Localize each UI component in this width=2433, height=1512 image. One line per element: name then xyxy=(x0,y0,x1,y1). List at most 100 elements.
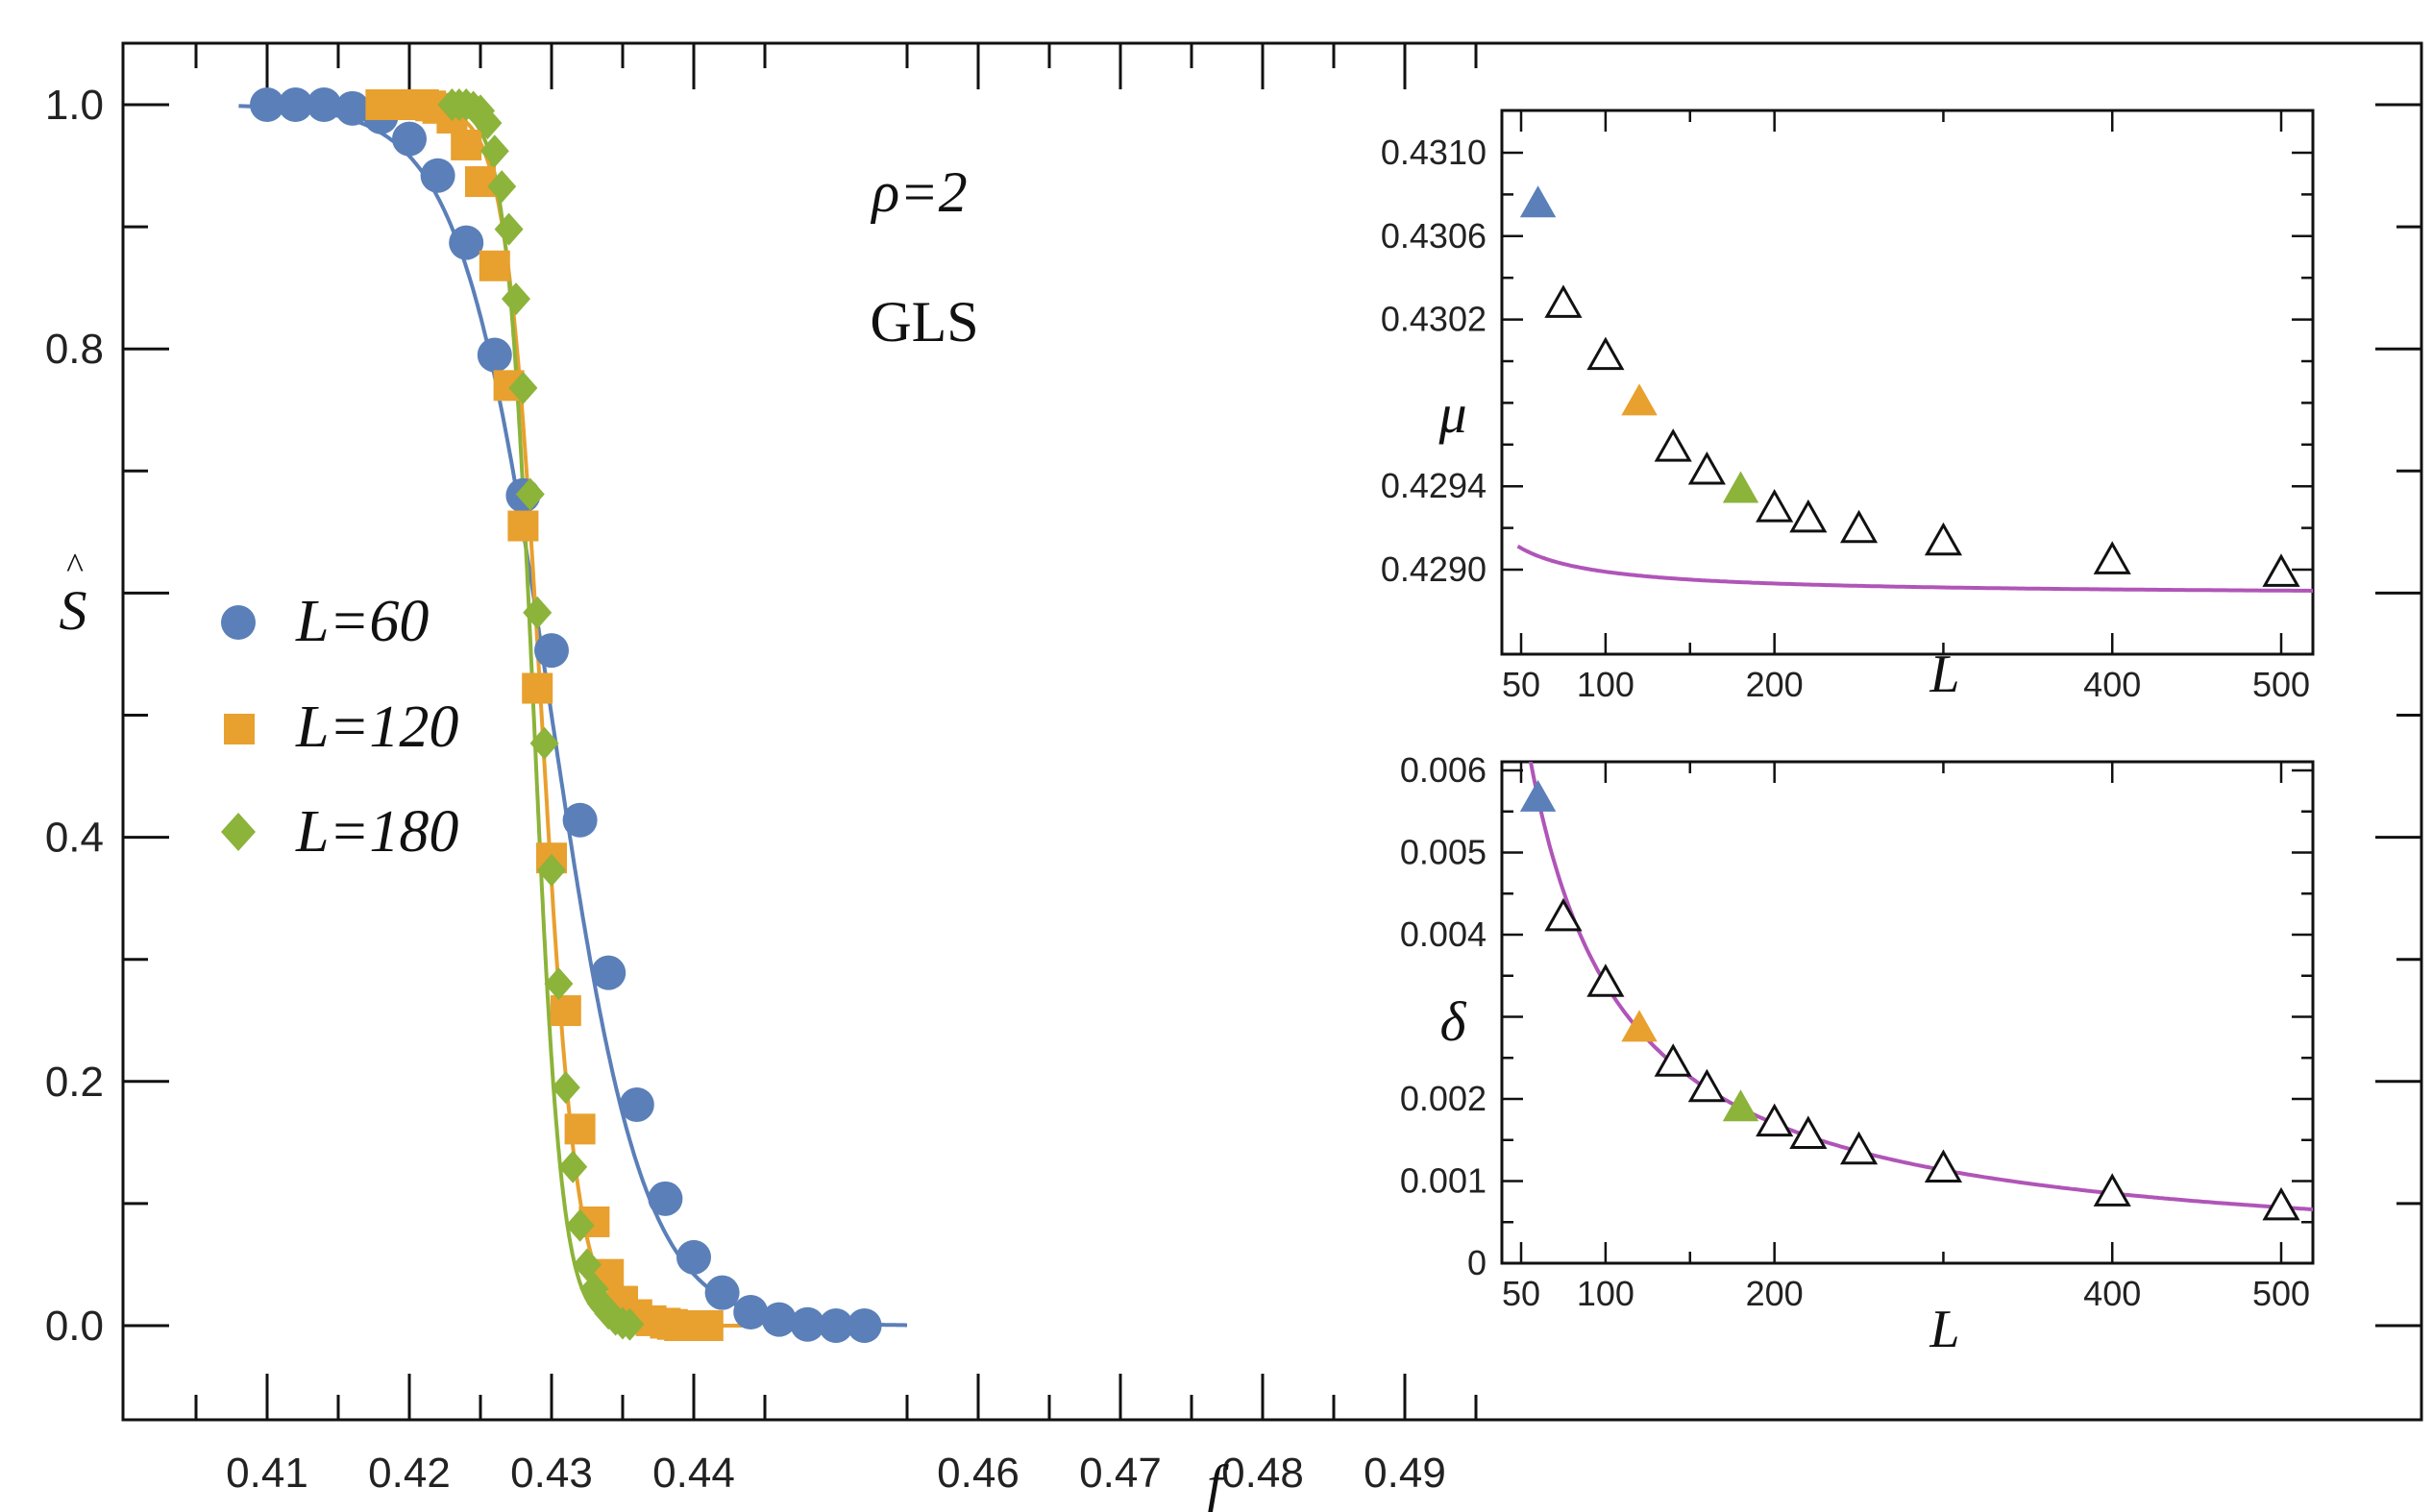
x-tick-label: 0.48 xyxy=(1221,1450,1304,1497)
data-point-l60 xyxy=(334,90,370,126)
data-point-l180 xyxy=(573,1248,602,1281)
inset-delta-border xyxy=(1500,760,2315,1265)
x-tick-label: 0.46 xyxy=(937,1450,1020,1497)
data-point-l180 xyxy=(523,596,553,629)
data-point-l60 xyxy=(790,1306,825,1342)
annotation-rho: ρ=2 xyxy=(870,160,967,224)
inset-mu-data-point-highlight xyxy=(1621,383,1658,416)
inset-delta-x-tick-label: 100 xyxy=(1577,1274,1634,1313)
data-point-l180 xyxy=(551,1071,580,1105)
data-point-l120 xyxy=(522,672,553,704)
inset-mu-data-point xyxy=(1839,509,1879,544)
data-point-l120 xyxy=(550,995,581,1027)
inset-delta-data-point xyxy=(1544,897,1583,932)
legend-label-l180: L=180 xyxy=(295,799,458,865)
inset-delta-x-tick-label: 50 xyxy=(1502,1274,1540,1313)
inset-mu-data-point xyxy=(1687,451,1726,485)
inset-delta-data-point xyxy=(1789,1115,1828,1149)
inset-mu-y-tick-label: 0.4302 xyxy=(1381,300,1487,339)
inset-delta-data-point xyxy=(2262,1186,2300,1221)
inset-delta-data-point xyxy=(1839,1131,1879,1165)
x-tick-label: 0.47 xyxy=(1079,1450,1162,1497)
data-point-l180 xyxy=(502,282,530,316)
inset-mu-y-tick-label: 0.4294 xyxy=(1381,466,1487,505)
inset-mu-data-point xyxy=(1654,428,1692,462)
inset-mu-y-tick-label: 0.4290 xyxy=(1381,549,1487,589)
data-point-l180 xyxy=(558,1150,588,1183)
inset-delta-y-tick-label: 0.001 xyxy=(1400,1161,1487,1201)
y-tick-label: 0.8 xyxy=(45,326,104,373)
legend: L=60 L=120 L=180 xyxy=(221,589,458,865)
data-point-l60 xyxy=(619,1086,654,1122)
data-point-l180 xyxy=(565,1208,595,1242)
inset-mu-x-tick-label: 50 xyxy=(1502,665,1540,704)
inset-mu-data-point-highlight xyxy=(1519,185,1557,218)
inset-delta-fit-curve xyxy=(1528,762,2313,1211)
inset-mu-x-tick-label: 400 xyxy=(2083,665,2141,704)
inset-mu-data-point xyxy=(1586,336,1625,371)
data-point-l60 xyxy=(477,337,512,373)
data-point-l60 xyxy=(761,1302,797,1337)
inset-delta-data-point xyxy=(1756,1103,1794,1137)
inset-delta-data-points xyxy=(1519,779,2300,1221)
main-plot-data-points xyxy=(250,87,882,1343)
inset-mu-data-point xyxy=(1789,499,1828,533)
data-point-l180 xyxy=(529,726,559,760)
inset-delta-ticks: 50 100 200 400 500 0 0.001 0.002 0.004 0.005 0.006 xyxy=(1400,750,2313,1313)
legend-marker-diamond xyxy=(221,813,256,851)
inset-mu-y-tick-label: 0.4306 xyxy=(1381,216,1487,256)
data-point-l180 xyxy=(473,107,503,140)
x-tick-label: 0.41 xyxy=(226,1450,308,1497)
legend-label-l120: L=120 xyxy=(295,695,458,760)
inset-delta-y-tick-label: 0.005 xyxy=(1400,833,1487,872)
data-point-l180 xyxy=(479,134,509,168)
data-point-l60 xyxy=(648,1181,683,1216)
inset-delta-background xyxy=(1502,762,2313,1263)
inset-delta-fit-line xyxy=(1528,762,2313,1211)
data-point-l60 xyxy=(704,1275,740,1310)
inset-mu-data-point-highlight xyxy=(1722,471,1759,503)
inset-delta-data-point xyxy=(1586,963,1625,997)
data-point-l120 xyxy=(564,1113,596,1145)
inset-mu-y-axis-label: μ xyxy=(1438,382,1466,445)
data-point-l60 xyxy=(534,633,569,669)
inset-mu-data-point xyxy=(1544,284,1583,318)
inset-mu-frame xyxy=(1500,109,2315,656)
inset-delta-data-point xyxy=(1687,1068,1726,1103)
inset-mu-data-points xyxy=(1519,185,2300,587)
main-y-axis-label-accent: ^ xyxy=(66,547,84,587)
inset-mu-x-axis-label: L xyxy=(1929,645,1959,704)
inset-delta-x-tick-label: 500 xyxy=(2252,1274,2310,1313)
x-tick-label: 0.49 xyxy=(1364,1450,1446,1497)
inset-mu-x-tick-label: 500 xyxy=(2252,665,2310,704)
main-y-axis-label: S xyxy=(60,579,87,642)
inset-mu-x-tick-label: 100 xyxy=(1577,665,1634,704)
inset-delta-x-axis-label: L xyxy=(1929,1300,1959,1359)
x-tick-label: 0.42 xyxy=(368,1450,451,1497)
inset-delta-data-point xyxy=(1924,1149,1963,1183)
data-point-l180 xyxy=(544,967,574,1001)
x-tick-label: 0.44 xyxy=(652,1450,735,1497)
y-tick-label: 0.2 xyxy=(45,1059,104,1106)
inset-mu-data-point xyxy=(2262,553,2300,587)
data-point-l60 xyxy=(250,87,284,122)
data-point-l60 xyxy=(562,802,598,838)
data-point-l60 xyxy=(420,158,455,193)
data-point-l180 xyxy=(515,477,545,511)
data-point-l120 xyxy=(465,166,496,198)
y-tick-label: 0.4 xyxy=(45,815,104,862)
data-point-l60 xyxy=(449,225,484,260)
inset-mu-border xyxy=(1500,109,2315,656)
inset-delta-data-point-highlight xyxy=(1722,1089,1759,1122)
data-point-l120 xyxy=(479,250,510,281)
inset-mu-data-point xyxy=(1756,489,1794,523)
inset-delta-y-tick-label: 0.002 xyxy=(1400,1079,1487,1118)
inset-mu-background xyxy=(1502,110,2313,654)
inset-delta-x-tick-label: 400 xyxy=(2083,1274,2141,1313)
inset-delta-y-tick-label: 0 xyxy=(1467,1243,1487,1282)
inset-delta-x-tick-label: 200 xyxy=(1746,1274,1804,1313)
inset-mu-data-point xyxy=(2093,541,2131,574)
inset-delta-data-point xyxy=(1654,1043,1692,1077)
legend-marker-square xyxy=(224,714,255,744)
